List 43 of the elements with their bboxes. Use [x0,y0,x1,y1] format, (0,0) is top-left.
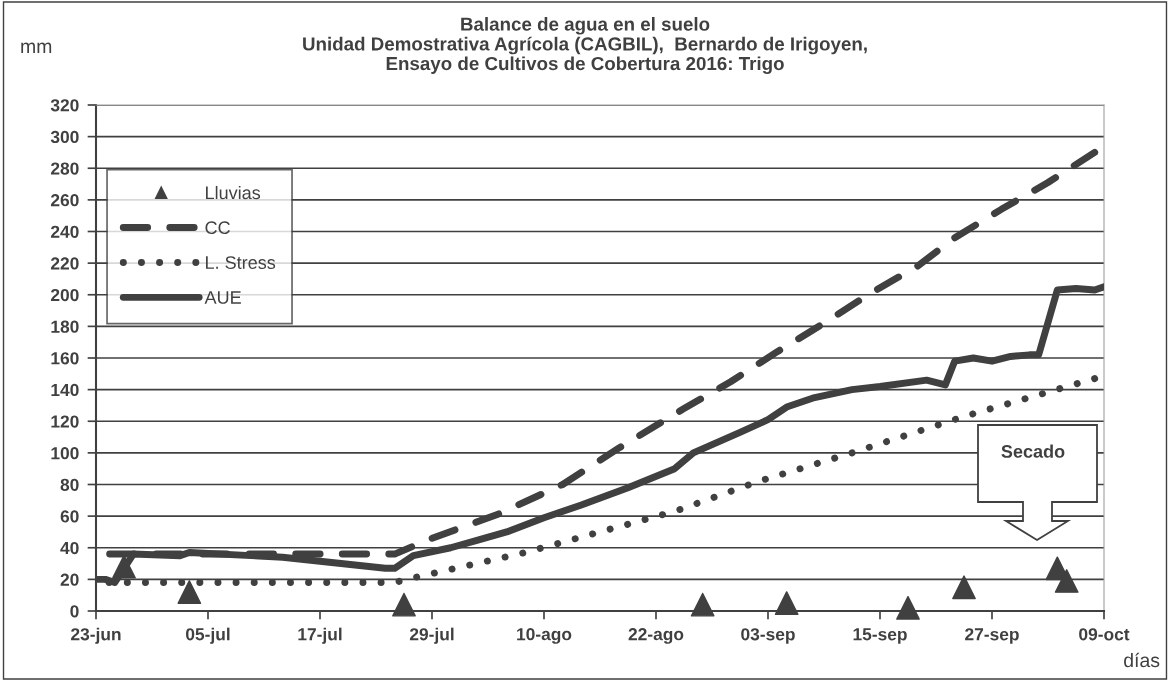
point [1054,569,1079,593]
point [690,592,715,617]
point [112,554,136,579]
legend-label: AUE [204,291,241,304]
y-tick-label: 20 [60,573,79,586]
chart-title: Balance de agua en el suelo Unidad Demostrativa Agrícola (CAGBIL), Bernardo de Irigoyen, Ensayo de Cultivos de Cobertura 2016: Trigo [303,17,867,74]
x-tick-label: 17-jul [298,627,342,644]
x-tick-label: 22-ago [628,628,684,644]
y-tick-label: 120 [51,415,79,428]
y-tick-label: 300 [50,130,79,144]
point [774,591,799,615]
point [952,575,976,600]
legend-label: Lluvias [206,185,261,200]
y-tick-label: 60 [60,510,79,523]
x-tick-label: 10-ago [517,628,572,644]
y-tick-label: 240 [50,225,79,238]
x-tick-label: 27-sep [965,628,1019,644]
y-tick-label: 140 [51,383,79,397]
x-axis-title: días [1124,652,1160,668]
y-tick-label: 160 [51,352,79,365]
annotation: Secado [1001,444,1065,458]
y-tick-label: 80 [60,478,79,491]
legend-label: CC [205,221,230,235]
y-tick-label: 40 [60,541,79,555]
y-tick-label: 100 [51,447,79,460]
x-tick-label: 15-sep [853,628,907,644]
x-tick-label: 23-jun [71,627,121,644]
x-tick-label: 29-jul [409,627,454,644]
y-tick-label: 260 [50,194,79,207]
point [896,595,920,620]
x-tick-label: 09-oct [1079,628,1130,641]
y-tick-label: 180 [51,320,79,333]
y-axis-title: mm [21,42,52,54]
x-tick-label: 05-jul [186,627,230,644]
y-tick-label: 220 [50,257,79,270]
x-tick-label: 03-sep [741,628,795,644]
y-tick-label: 200 [50,288,79,302]
y-tick-label: 0 [70,605,79,618]
y-tick-label: 320 [50,99,79,112]
point [177,580,202,604]
y-tick-label: 280 [50,162,79,175]
legend-label: L. Stress [206,256,276,269]
point [392,592,416,617]
